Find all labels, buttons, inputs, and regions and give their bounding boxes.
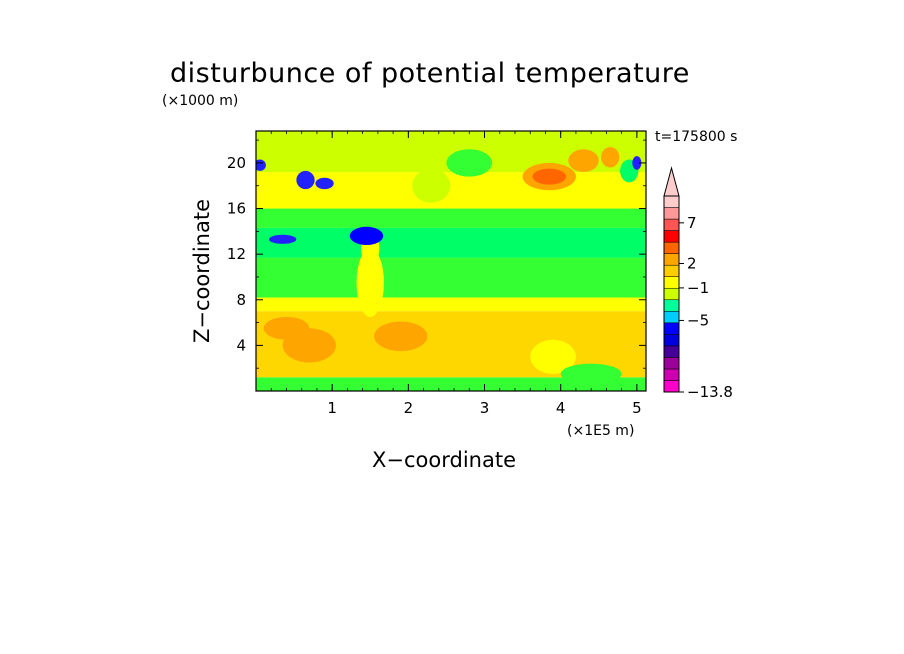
colorbar-swatch	[663, 264, 680, 277]
field-band	[256, 377, 646, 391]
field-band	[256, 208, 646, 228]
y-axis-unit-label: (×1000 m)	[162, 93, 239, 109]
field-layer	[256, 131, 646, 391]
colorbar-tick-label: 2	[687, 255, 697, 273]
colorbar-swatch	[663, 207, 680, 220]
colorbar-swatch	[663, 287, 680, 301]
colorbar-swatch	[663, 345, 680, 358]
colorbar-swatch	[663, 311, 680, 324]
field-blob	[356, 248, 384, 317]
field-blob	[268, 234, 297, 244]
time-label: t=175800 s	[655, 129, 738, 145]
field-blob	[632, 156, 642, 170]
field-blob	[568, 149, 599, 173]
field-blob	[532, 168, 567, 185]
field-blob	[296, 170, 315, 190]
x-tick-label: 5	[632, 399, 642, 417]
y-tick-label: 16	[227, 200, 246, 218]
colorbar-tick-label: −1	[687, 279, 709, 297]
colorbar-tick-label: 7	[687, 214, 697, 232]
y-tick-label: 4	[236, 336, 246, 354]
field-blob	[530, 339, 576, 374]
field-band	[256, 172, 646, 209]
chart-title: disturbunce of potential temperature	[170, 58, 690, 89]
field-blob	[412, 168, 451, 203]
plot-frame	[255, 130, 647, 392]
colorbar-swatch	[663, 322, 680, 335]
colorbar-swatch	[663, 230, 680, 243]
x-tick-label: 2	[404, 399, 414, 417]
field-blob	[446, 149, 493, 177]
colorbar-swatch	[663, 276, 680, 289]
colorbar-swatch	[663, 334, 680, 347]
field-band	[256, 297, 646, 312]
plot-area	[256, 131, 646, 391]
x-tick-label: 4	[556, 399, 566, 417]
field-blob	[374, 321, 428, 352]
colorbar-swatch	[663, 253, 680, 266]
colorbar-swatch	[663, 195, 680, 208]
x-axis-unit-label: (×1E5 m)	[567, 423, 635, 439]
x-tick-label: 1	[327, 399, 337, 417]
field-blob	[349, 226, 384, 246]
y-tick-label: 12	[227, 245, 246, 263]
colorbar-swatch	[663, 299, 680, 312]
colorbar-swatch	[663, 218, 680, 231]
colorbar-swatch	[663, 357, 680, 370]
colorbar-tick-label: −5	[687, 311, 709, 329]
x-tick-label: 3	[480, 399, 490, 417]
colorbar-swatch	[663, 380, 680, 393]
y-tick-label: 8	[236, 291, 246, 309]
colorbar-tick-label: −13.8	[687, 383, 733, 401]
colorbar-swatch	[663, 241, 680, 254]
field-band	[256, 227, 646, 258]
y-tick-label: 20	[227, 154, 246, 172]
colorbar-swatch	[663, 368, 680, 381]
x-axis-label: X−coordinate	[372, 448, 516, 472]
colorbar-frame	[663, 195, 680, 393]
field-blob	[560, 363, 622, 385]
field-blob	[583, 336, 630, 360]
field-blob	[315, 177, 334, 190]
field-blob	[256, 159, 266, 171]
field-blob	[263, 316, 310, 340]
field-band	[256, 257, 646, 298]
colorbar-extend-arrow	[663, 166, 680, 197]
field-blob	[601, 146, 620, 168]
colorbar: 7 2 −1 −5 −13.8	[663, 166, 733, 401]
